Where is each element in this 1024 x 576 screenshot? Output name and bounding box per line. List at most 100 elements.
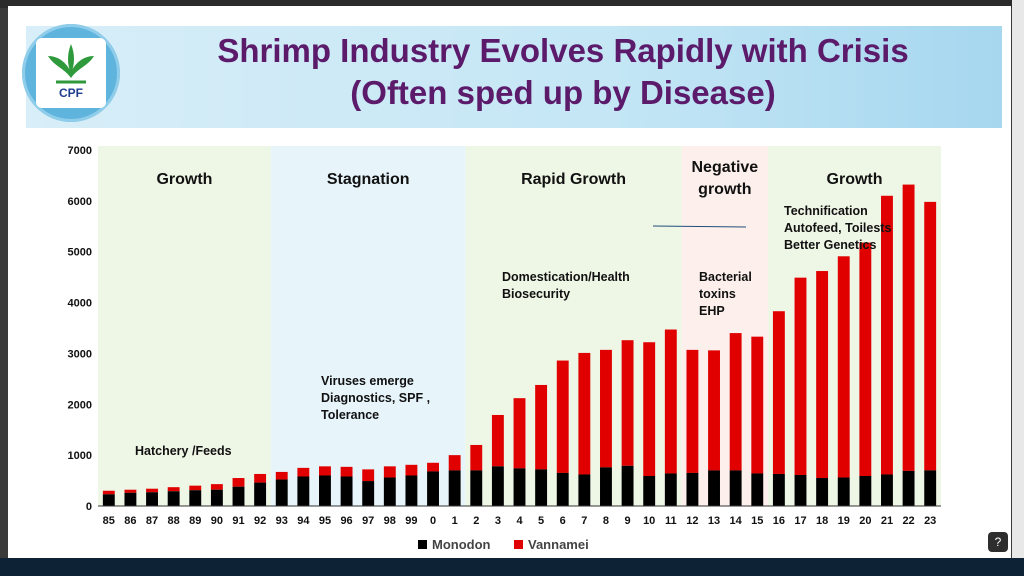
y-tick-label: 5000 [68,247,92,259]
x-tick-label: 89 [189,515,201,527]
bar-vannamei-8 [600,349,612,468]
x-tick-label: 0 [430,515,436,527]
bar-monodon-5 [535,469,548,506]
bar-monodon-12 [686,472,699,506]
bar-monodon-9 [621,465,634,506]
bar-vannamei-91 [232,478,245,487]
bar-vannamei-92 [254,473,267,483]
annotation-hatchery-line-1: Hatchery /Feeds [135,444,232,458]
bar-vannamei-86 [124,489,137,493]
x-tick-label: 3 [495,515,501,527]
bar-monodon-7 [578,474,591,506]
annotation-technification-line-2: Autofeed, Toilests [784,221,891,235]
bar-vannamei-4 [513,398,526,469]
x-tick-label: 10 [643,515,655,527]
bar-vannamei-94 [297,467,310,477]
annotation-connector-line [652,225,747,228]
annotation-domestication-line-1: Domestication/Health [502,270,630,284]
help-button[interactable]: ? [988,532,1008,552]
x-tick-label: 18 [816,515,828,527]
x-tick-label: 13 [708,515,720,527]
bar-vannamei-13 [708,350,720,471]
bar-vannamei-7 [578,352,591,475]
x-tick-label: 22 [902,515,914,527]
bar-monodon-96 [340,476,353,506]
x-tick-label: 87 [146,515,158,527]
bar-monodon-8 [600,467,612,506]
bar-vannamei-20 [859,242,872,476]
bar-monodon-93 [275,479,288,506]
annotation-technification-line-1: Technification [784,204,868,218]
phase-region-4 [768,146,941,506]
bar-monodon-87 [146,492,158,506]
bar-vannamei-95 [319,466,331,476]
bar-vannamei-9 [621,340,634,466]
bar-monodon-94 [297,476,310,506]
x-tick-label: 8 [603,515,609,527]
slide: CPF Shrimp Industry Evolves Rapidly with… [8,6,1011,558]
logo-text: CPF [59,86,83,100]
x-tick-label: 15 [751,515,763,527]
annotation-bacterial-line-3: EHP [699,304,725,318]
legend-label-vannamei: Vannamei [528,537,589,552]
bar-monodon-17 [794,474,807,506]
phase-label-1: Stagnation [327,171,410,188]
bar-vannamei-22 [902,184,915,471]
leaf-emblem-icon [48,44,94,84]
bar-vannamei-2 [470,444,483,471]
bar-vannamei-1 [448,455,461,471]
vertical-scrollbar[interactable] [1012,0,1024,558]
phase-label-0: Growth [156,171,212,188]
bar-vannamei-88 [167,487,180,492]
x-tick-label: 19 [838,515,850,527]
phase-label-3-line1: Negative [691,159,758,176]
x-tick-label: 21 [881,515,893,527]
bar-vannamei-90 [210,484,223,490]
bar-monodon-19 [837,477,850,506]
bar-monodon-21 [881,474,893,506]
x-tick-label: 97 [362,515,374,527]
bar-monodon-99 [405,475,418,506]
annotation-bacterial-line-2: toxins [699,287,736,301]
bar-vannamei-3 [491,414,504,467]
x-tick-label: 91 [232,515,244,527]
bar-monodon-85 [102,494,115,506]
x-tick-label: 23 [924,515,936,527]
bar-monodon-88 [167,491,180,506]
bar-vannamei-89 [189,485,202,491]
bar-vannamei-98 [383,466,396,478]
bar-vannamei-5 [535,384,548,470]
bar-monodon-13 [708,470,720,506]
x-tick-label: 17 [794,515,806,527]
bar-monodon-6 [556,472,569,506]
bar-monodon-98 [383,477,396,506]
x-tick-label: 4 [516,515,523,527]
x-tick-label: 20 [859,515,871,527]
y-tick-label: 6000 [68,196,92,208]
title-line-2: (Often sped up by Disease) [350,74,776,111]
logo-badge: CPF [36,38,106,108]
phase-region-0 [98,146,271,506]
bar-vannamei-23 [924,201,937,471]
phase-region-1 [270,146,466,506]
bar-vannamei-0 [427,462,439,472]
x-tick-label: 14 [730,515,743,527]
x-tick-label: 6 [560,515,566,527]
bar-monodon-22 [902,470,915,506]
x-tick-label: 96 [340,515,352,527]
bar-monodon-92 [254,482,267,506]
y-tick-label: 2000 [68,399,92,411]
bar-vannamei-6 [556,360,569,473]
x-tick-label: 16 [773,515,785,527]
bar-monodon-23 [924,470,937,506]
y-tick-label: 7000 [68,145,92,157]
bar-monodon-95 [319,475,331,506]
cpf-logo: CPF [22,24,120,122]
x-tick-label: 86 [124,515,136,527]
bar-monodon-0 [427,471,439,506]
annotation-technification-line-3: Better Genetics [784,238,876,252]
bar-vannamei-99 [405,464,418,476]
phase-label-3-line2: growth [698,181,751,198]
bar-vannamei-87 [146,488,158,493]
y-tick-label: 0 [86,501,92,513]
